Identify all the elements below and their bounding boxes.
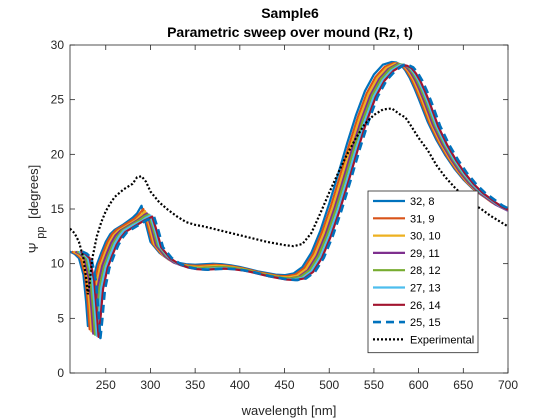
legend-label-4: 29, 11 <box>410 248 440 260</box>
legend-label-9: Experimental <box>410 334 474 346</box>
legend-label-1: 32, 8 <box>410 196 434 208</box>
legend-label-5: 28, 12 <box>410 265 441 277</box>
y-axis-label: Ψ pp [degrees] <box>26 165 47 254</box>
x-tick-label: 300 <box>140 378 160 392</box>
x-tick-label: 350 <box>185 378 205 392</box>
y-tick-label: 15 <box>51 202 65 216</box>
x-tick-label: 450 <box>275 378 295 392</box>
y-tick-label: 0 <box>57 366 64 380</box>
chart-subtitle: Parametric sweep over mound (Rz, t) <box>167 24 413 40</box>
x-tick-label: 500 <box>319 378 339 392</box>
y-tick-label: 25 <box>51 93 65 107</box>
x-tick-label: 700 <box>498 378 518 392</box>
x-tick-label: 400 <box>230 378 250 392</box>
legend-label-6: 27, 13 <box>410 283 441 295</box>
series-group <box>70 60 508 340</box>
x-tick-label: 250 <box>96 378 116 392</box>
svg-text:Ψ pp [degrees]: Ψ pp [degrees] <box>26 165 47 254</box>
chart-title: Sample6 <box>261 5 319 21</box>
y-tick-label: 30 <box>51 38 65 52</box>
legend-label-3: 30, 10 <box>410 231 441 243</box>
y-tick-label: 20 <box>51 147 65 161</box>
y-axis-label-symbol: Ψ <box>26 242 41 253</box>
x-tick-label: 600 <box>409 378 429 392</box>
y-axis-label-unit: [degrees] <box>26 165 41 219</box>
plot-area: 250 300 350 400 450 500 550 600 650 700 0 5 10 15 20 25… <box>51 38 519 392</box>
y-tick-label: 5 <box>57 311 64 325</box>
series-line-8 <box>81 63 508 340</box>
legend-label-2: 31, 9 <box>410 213 434 225</box>
x-axis-label: wavelength [nm] <box>241 403 337 418</box>
legend-label-8: 25, 15 <box>410 317 441 329</box>
x-tick-label: 650 <box>453 378 473 392</box>
y-tick-label: 10 <box>51 257 65 271</box>
x-tick-label: 550 <box>364 378 384 392</box>
legend-label-7: 26, 14 <box>410 300 441 312</box>
y-axis-label-subscript: pp <box>35 227 47 239</box>
series-line-experimental <box>70 107 508 295</box>
